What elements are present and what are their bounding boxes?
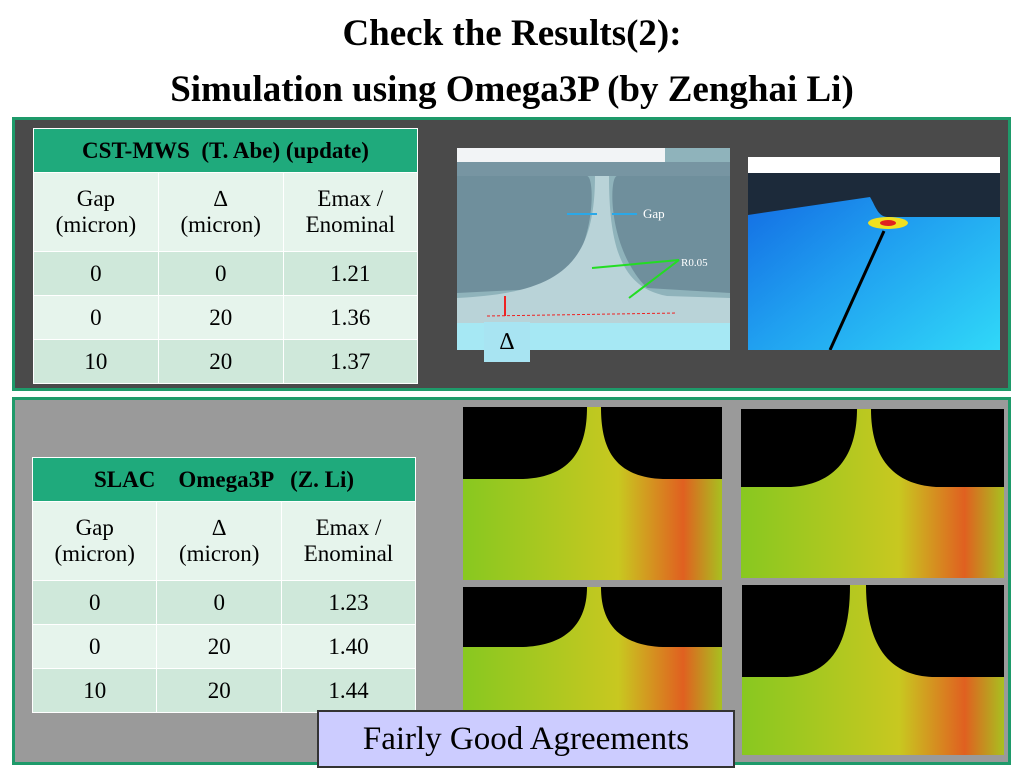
table-cell: 1.37 xyxy=(282,339,419,384)
table-cell: 1.40 xyxy=(280,624,417,669)
table-row: 0 0 1.21 xyxy=(33,251,419,296)
illustration-shape xyxy=(457,162,730,176)
table-cell: 10 xyxy=(31,668,158,713)
header-line: Gap xyxy=(76,186,116,211)
conclusion: Fairly Good Agreements xyxy=(317,710,735,768)
illustration-shape xyxy=(748,173,1000,217)
illustration-shape xyxy=(463,587,722,647)
table-cell: 1.23 xyxy=(280,580,417,625)
column-header: Gap (micron) xyxy=(33,172,159,252)
header-line: Gap xyxy=(75,515,114,540)
illustration-shape xyxy=(457,176,730,323)
header-row: Gap (micron) ∆ (micron) Emax / Enominal xyxy=(33,172,419,252)
illustration-shape xyxy=(591,259,680,269)
caption-row: SLAC Omega3P (Z. Li) xyxy=(32,457,416,502)
header-line: ∆ xyxy=(212,515,227,540)
table-row: 10 20 1.37 xyxy=(33,339,419,384)
table-caption: CST-MWS (T. Abe) (update) xyxy=(33,128,418,173)
header-row: Gap (micron) ∆ (micron) Emax / Enominal xyxy=(31,501,417,581)
gap-label: Gap xyxy=(643,206,665,221)
illustration-shape xyxy=(486,312,678,317)
table-cell: 1.36 xyxy=(282,295,419,340)
delta-label: ∆ xyxy=(484,322,530,362)
column-header: Emax / Enominal xyxy=(280,501,417,581)
table-cell: 0 xyxy=(31,624,158,669)
table-cell: 0 xyxy=(33,251,159,296)
header-line: (micron) xyxy=(178,541,260,566)
field-plot xyxy=(742,585,1004,755)
title: Simulation using Omega3P (by Zenghai Li) xyxy=(170,69,854,110)
table-row: 0 20 1.40 xyxy=(31,624,417,669)
results-table: CST-MWS (T. Abe) (update) Gap (micron) ∆ (mi… xyxy=(33,128,419,384)
table-cell: 0 xyxy=(157,251,284,296)
header-line: (micron) xyxy=(54,541,135,566)
table-cell: 0 xyxy=(156,580,282,625)
field-plot xyxy=(741,409,1004,578)
illustration-shape xyxy=(741,409,1004,487)
results-table: SLAC Omega3P (Z. Li) Gap (micron) ∆ (micron)… xyxy=(31,457,417,713)
cad-model: Gap R0.05 xyxy=(457,148,730,350)
illustration-shape xyxy=(457,148,665,162)
caption-row: CST-MWS (T. Abe) (update) xyxy=(33,128,418,173)
table-row: 0 0 1.23 xyxy=(31,580,417,625)
header-line: Enominal xyxy=(305,212,396,237)
table-caption: SLAC Omega3P (Z. Li) xyxy=(32,457,416,502)
table-cell: 20 xyxy=(156,624,282,669)
radius-label: R0.05 xyxy=(681,257,708,269)
table-cell: 0 xyxy=(33,295,159,340)
field-plot xyxy=(748,157,1000,350)
field-plot xyxy=(463,407,722,580)
header-line: Emax / xyxy=(315,515,382,540)
table-cell: 1.44 xyxy=(280,668,417,713)
header-line: Enominal xyxy=(303,541,394,566)
table-cell: 20 xyxy=(157,339,284,384)
table-cell: 10 xyxy=(33,339,159,384)
illustration-shape xyxy=(828,230,886,350)
illustration-shape xyxy=(628,259,680,299)
header-line: (micron) xyxy=(180,212,261,237)
table-cell: 20 xyxy=(156,668,282,713)
column-header: ∆ (micron) xyxy=(157,172,284,252)
illustration-shape xyxy=(748,157,1000,173)
column-header: Emax / Enominal xyxy=(282,172,419,252)
header-line: Emax / xyxy=(317,186,384,211)
table-cell: 0 xyxy=(31,580,158,625)
illustration-shape xyxy=(457,176,592,293)
illustration-shape xyxy=(463,407,722,479)
column-header: ∆ (micron) xyxy=(156,501,282,581)
illustration-shape xyxy=(742,585,1004,677)
table-cell: 20 xyxy=(157,295,284,340)
table-row: 10 20 1.44 xyxy=(31,668,417,713)
header-line: (micron) xyxy=(55,212,137,237)
table-row: 0 20 1.36 xyxy=(33,295,419,340)
header-line: ∆ xyxy=(213,186,228,211)
table-cell: 1.21 xyxy=(282,251,419,296)
title: Check the Results(2): xyxy=(342,13,682,54)
illustration-shape xyxy=(880,220,896,226)
column-header: Gap (micron) xyxy=(31,501,158,581)
